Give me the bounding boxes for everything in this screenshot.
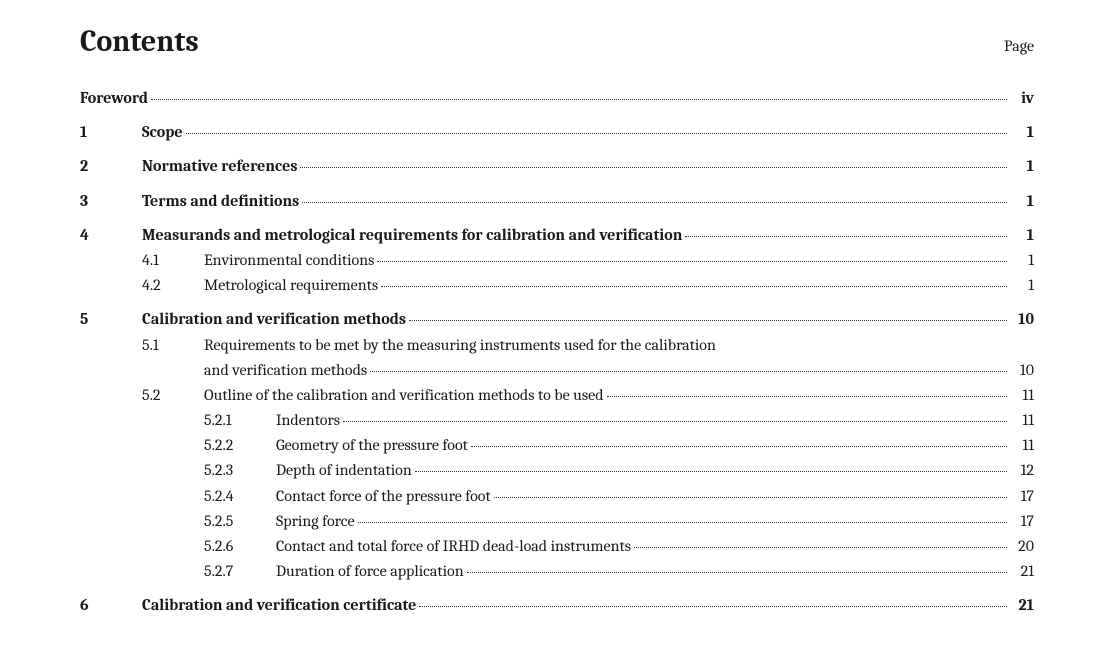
leader-dots (685, 221, 1007, 236)
toc-entry-number: 5.2.2 (204, 434, 276, 457)
toc-entry-title: Depth of indentation (276, 459, 412, 482)
toc-entry: 5Calibration and verification methods 10 (80, 308, 1034, 331)
leader-dots (186, 119, 1007, 134)
toc-entry: 5.2.6Contact and total force of IRHD dea… (80, 535, 1034, 558)
toc-entry-page: 1 (1010, 155, 1034, 178)
toc-entry-title: Indentors (276, 409, 340, 432)
toc-entry-number: 4.1 (142, 249, 204, 272)
toc-entry-title: Contact and total force of IRHD dead-loa… (276, 535, 631, 558)
toc-entry-number: 5.2.1 (204, 409, 276, 432)
toc-entry: 4Measurands and metrological requirement… (80, 224, 1034, 247)
toc-entry-number: 5.2.5 (204, 510, 276, 533)
toc-entry-number: 3 (80, 190, 142, 213)
toc-entry-page: 11 (1010, 384, 1034, 407)
leader-dots (302, 187, 1007, 202)
document-page: Contents Page Forewordiv1Scope12Normativ… (0, 0, 1114, 664)
toc-entry-title: Environmental conditions (204, 249, 374, 272)
leader-dots (607, 381, 1007, 396)
toc-entry-number: 5.2.6 (204, 535, 276, 558)
toc-entry-title: Calibration and verification certificate (142, 594, 416, 617)
toc-entry: 1Scope1 (80, 121, 1034, 144)
leader-dots (634, 533, 1007, 548)
toc-entry-title: Requirements to be met by the measuring … (204, 334, 716, 357)
leader-dots (358, 507, 1007, 522)
contents-header: Contents Page (80, 24, 1034, 59)
leader-dots (409, 306, 1007, 321)
toc-entry: 5.2.4Contact force of the pressure foot 1… (80, 485, 1034, 508)
toc-entry-title-cont: and verification methods (204, 359, 367, 382)
toc-entry-number: 5 (80, 308, 142, 331)
toc-entry-page: 1 (1010, 121, 1034, 144)
toc-entry: 5.2.5Spring force 17 (80, 510, 1034, 533)
toc-entry-title: Duration of force application (276, 560, 464, 583)
toc-entry-page: 10 (1010, 359, 1034, 382)
toc-entry-page: 11 (1010, 434, 1034, 457)
toc-entry: 2Normative references 1 (80, 155, 1034, 178)
toc-entry-page: 1 (1010, 249, 1034, 272)
leader-dots (151, 85, 1007, 100)
toc-entry-number: 4 (80, 224, 142, 247)
toc-entry-title: Outline of the calibration and verificat… (204, 384, 604, 407)
toc-entry-page: 1 (1010, 274, 1034, 297)
toc-entry: 5.2Outline of the calibration and verifi… (80, 384, 1034, 407)
toc-entry-title: Calibration and verification methods (142, 308, 406, 331)
toc-entry-title: Measurands and metrological requirements… (142, 224, 682, 247)
toc-entry-title: Geometry of the pressure foot (276, 434, 468, 457)
leader-dots (467, 558, 1007, 573)
toc-entry: 5.2.1Indentors 11 (80, 409, 1034, 432)
contents-title: Contents (80, 24, 199, 59)
leader-dots (415, 457, 1007, 472)
leader-dots (419, 592, 1007, 607)
leader-dots (377, 247, 1007, 262)
toc-entry-number: 5.2.7 (204, 560, 276, 583)
toc-entry-title: Spring force (276, 510, 355, 533)
toc-entry: 5.2.3Depth of indentation 12 (80, 459, 1034, 482)
toc-entry-page: 17 (1010, 485, 1034, 508)
toc-entry-page: 1 (1010, 224, 1034, 247)
toc-entry-title: Contact force of the pressure foot (276, 485, 491, 508)
leader-dots (471, 432, 1007, 447)
toc-entry: Foreword iv (80, 87, 1034, 110)
toc-entry-page: 17 (1010, 510, 1034, 533)
toc-entry-title: Normative references (142, 155, 297, 178)
toc-entry-page: 10 (1010, 308, 1034, 331)
toc-entry-number: 5.2.3 (204, 459, 276, 482)
leader-dots (494, 482, 1007, 497)
toc-entry-number: 6 (80, 594, 142, 617)
toc-entry-number: 5.2 (142, 384, 204, 407)
toc-entry-title: Metrological requirements (204, 274, 378, 297)
toc-entry-title: Scope (142, 121, 183, 144)
page-column-label: Page (1004, 37, 1034, 55)
toc-entry: 5.2.2Geometry of the pressure foot 11 (80, 434, 1034, 457)
toc-entry-page: 21 (1010, 560, 1034, 583)
leader-dots (381, 272, 1007, 287)
toc-entry-page: 20 (1010, 535, 1034, 558)
table-of-contents: Forewordiv1Scope12Normative references13… (80, 87, 1034, 618)
toc-entry-number: 5.1 (142, 334, 204, 357)
toc-entry-number: 1 (80, 121, 142, 144)
toc-entry: 5.2.7Duration of force application 21 (80, 560, 1034, 583)
toc-entry: 5.1Requirements to be met by the measuri… (80, 334, 1034, 382)
leader-dots (300, 153, 1007, 168)
toc-entry-page: iv (1010, 87, 1034, 110)
leader-dots (370, 356, 1007, 371)
leader-dots (343, 407, 1007, 422)
toc-entry-page: 11 (1010, 409, 1034, 432)
toc-entry: 6Calibration and verification certificat… (80, 594, 1034, 617)
toc-entry-number: 5.2.4 (204, 485, 276, 508)
toc-entry-page: 1 (1010, 190, 1034, 213)
toc-entry: 3Terms and definitions 1 (80, 190, 1034, 213)
toc-entry-number: 4.2 (142, 274, 204, 297)
toc-entry-page: 12 (1010, 459, 1034, 482)
toc-entry-number: 2 (80, 155, 142, 178)
toc-entry: 4.1Environmental conditions 1 (80, 249, 1034, 272)
toc-entry: 4.2Metrological requirements 1 (80, 274, 1034, 297)
toc-entry-page: 21 (1010, 594, 1034, 617)
toc-entry-title: Terms and definitions (142, 190, 299, 213)
toc-entry-title: Foreword (80, 87, 148, 110)
